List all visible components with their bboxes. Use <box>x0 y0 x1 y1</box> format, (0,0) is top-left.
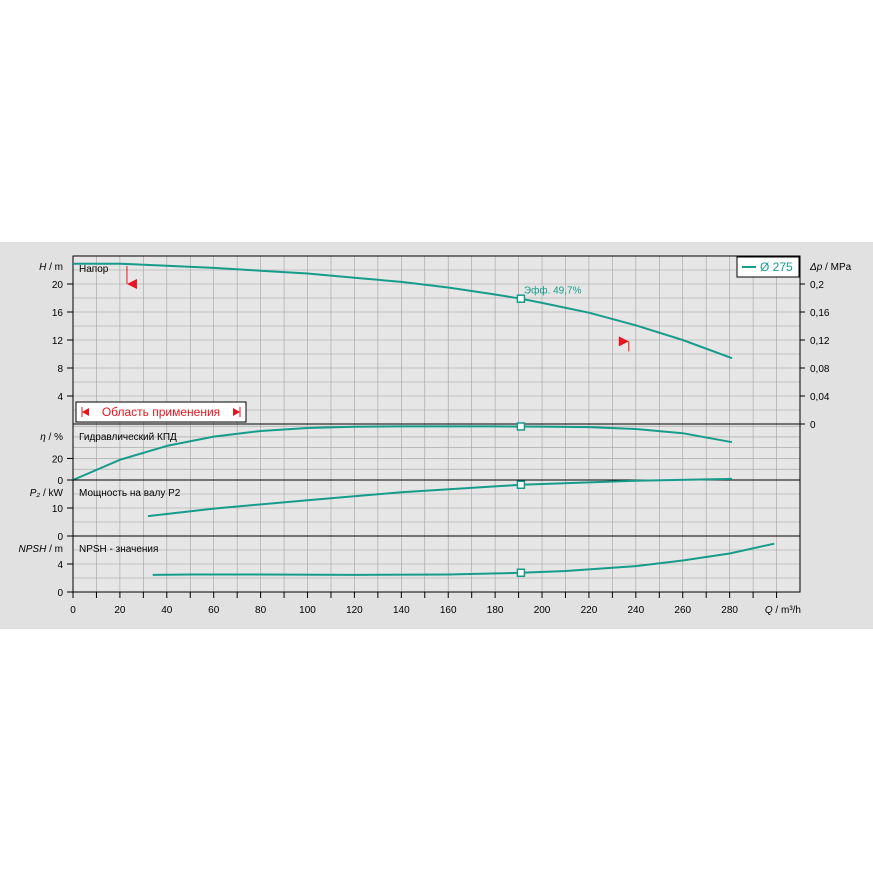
panel-title-efficiency: Гидравлический КПД <box>79 432 177 443</box>
x-tick-label: 80 <box>255 605 267 616</box>
x-axis-label: Q / m³/h <box>765 605 801 616</box>
legend-label: Ø 275 <box>760 260 793 274</box>
right-tick-label: 0,04 <box>810 392 830 403</box>
y-axis-label-power: P₂ / kW <box>30 488 64 499</box>
right-tick-label: 0,16 <box>810 308 830 319</box>
duty-point-marker <box>516 422 526 431</box>
x-tick-label: 140 <box>393 605 410 616</box>
y-tick-label: 4 <box>57 560 63 571</box>
application-range-label: Область применения <box>102 405 220 419</box>
curve-head <box>73 262 733 360</box>
right-axis-label: Δp / MPa <box>809 262 852 273</box>
x-tick-label: 60 <box>208 605 220 616</box>
panel-title-head: Напор <box>79 264 109 275</box>
x-tick-label: 40 <box>161 605 173 616</box>
range-box-left-arrow <box>82 408 89 416</box>
panel-title-power: Мощность на валу P2 <box>79 488 181 499</box>
chart-svg: 4 8 12 16 20 H / m Напор 0 0,04 0,08 0,12 0,16 0,2 Δp… <box>19 255 852 616</box>
x-tick-label: 200 <box>534 605 551 616</box>
x-tick-label: 20 <box>114 605 126 616</box>
x-tick-label: 280 <box>721 605 738 616</box>
right-tick-label: 0,2 <box>810 280 824 291</box>
y-tick-label: 20 <box>52 454 64 465</box>
range-box-right-arrow <box>233 408 240 416</box>
right-tick-label: 0 <box>810 420 816 431</box>
y-tick-label: 20 <box>52 280 64 291</box>
y-tick-label: 0 <box>57 532 63 543</box>
application-range-box <box>75 401 247 423</box>
duty-point-marker <box>516 480 526 490</box>
duty-point-marker <box>516 568 526 577</box>
range-limit-arrow <box>618 336 629 347</box>
x-tick-label: 220 <box>581 605 598 616</box>
y-tick-label: 16 <box>52 308 64 319</box>
x-tick-label: 0 <box>70 605 76 616</box>
y-tick-label: 0 <box>57 588 63 599</box>
x-tick-label: 120 <box>346 605 363 616</box>
pump-curve-chart: 4 8 12 16 20 H / m Напор 0 0,04 0,08 0,12 0,16 0,2 Δp… <box>0 242 873 629</box>
curve-efficiency <box>72 425 733 481</box>
y-tick-label: 4 <box>57 392 63 403</box>
y-axis-label-npsh: NPSH / m <box>19 544 63 555</box>
legend-box <box>736 256 800 278</box>
x-tick-label: 100 <box>299 605 316 616</box>
y-tick-label: 8 <box>57 364 63 375</box>
y-axis-label-head: H / m <box>39 262 63 273</box>
panel-title-npsh: NPSH - значения <box>79 544 158 555</box>
y-tick-label: 12 <box>52 336 64 347</box>
x-tick-label: 240 <box>627 605 644 616</box>
x-tick-label: 160 <box>440 605 457 616</box>
y-tick-label: 10 <box>52 504 64 515</box>
right-tick-label: 0,08 <box>810 364 830 375</box>
duty-point-marker <box>516 294 526 303</box>
y-axis-label-efficiency: η / % <box>40 432 63 443</box>
x-tick-label: 260 <box>674 605 691 616</box>
right-tick-label: 0,12 <box>810 336 830 347</box>
duty-efficiency-annotation: Эфф. 49,7% <box>524 285 582 297</box>
x-tick-label: 180 <box>487 605 504 616</box>
range-limit-arrow <box>126 279 137 289</box>
curve-power <box>147 477 733 518</box>
y-tick-label: 0 <box>57 476 63 487</box>
